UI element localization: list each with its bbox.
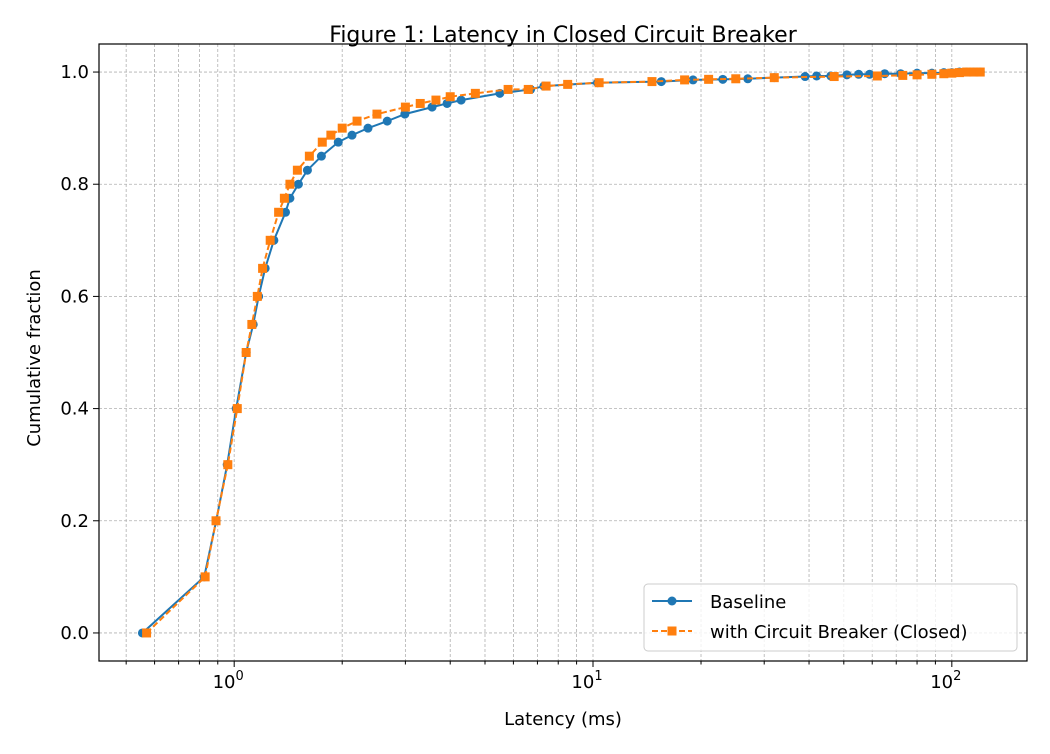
legend-box [643, 583, 1018, 652]
data-point [252, 291, 262, 301]
data-point [281, 207, 291, 217]
data-point [829, 72, 839, 82]
data-point [427, 102, 437, 112]
data-point [241, 348, 251, 357]
data-point [927, 69, 937, 79]
data-point [939, 69, 949, 79]
data-point [333, 137, 343, 147]
data-point [142, 628, 152, 638]
data-point [317, 137, 327, 147]
data-point [912, 70, 922, 80]
legend-marker-circuit-breaker [667, 626, 677, 636]
x-tick-label: 102 [930, 669, 961, 693]
data-point [304, 151, 314, 161]
legend-label-baseline: Baseline [710, 592, 786, 613]
y-tick-label: 0.2 [60, 511, 89, 532]
data-point [872, 71, 882, 81]
data-point [854, 69, 864, 79]
data-point [292, 165, 302, 175]
data-point [223, 460, 233, 470]
data-point [372, 109, 382, 119]
data-point [541, 81, 551, 91]
series-baseline [137, 67, 985, 638]
data-point [316, 151, 326, 161]
data-point [382, 116, 392, 126]
data-point [279, 193, 289, 203]
data-point [232, 404, 242, 414]
data-point [563, 79, 573, 89]
data-point [647, 77, 657, 87]
data-point [265, 235, 275, 245]
axes: 100 101 102 0.0 0.2 0.4 0.6 0.8 1.0 [60, 62, 961, 693]
y-axis-label: Cumulative fraction [24, 269, 45, 447]
data-point [445, 92, 455, 102]
x-tick-label: 100 [213, 669, 244, 693]
data-point [211, 516, 221, 526]
data-point [258, 263, 268, 273]
data-point [962, 67, 972, 77]
y-tick-label: 0.4 [60, 399, 89, 420]
series-line [141, 71, 981, 634]
data-point [954, 68, 964, 78]
data-point [415, 98, 425, 108]
data-point [337, 123, 347, 133]
data-point [503, 84, 513, 94]
data-point [523, 84, 533, 94]
legend: Baseline with Circuit Breaker (Closed) [643, 583, 1018, 652]
plot-frame [98, 43, 1028, 662]
x-tick-label: 101 [571, 669, 602, 693]
data-point [400, 109, 410, 119]
series-circuit-breaker [142, 67, 985, 638]
x-axis-label: Latency (ms) [504, 709, 622, 730]
data-point [200, 572, 210, 582]
data-point [285, 179, 295, 189]
data-point [456, 95, 466, 105]
y-tick-label: 1.0 [60, 62, 89, 83]
data-point [352, 116, 362, 126]
data-point [470, 88, 480, 98]
data-point [293, 179, 303, 189]
data-point [812, 71, 822, 81]
data-point [865, 69, 875, 79]
data-point [302, 165, 312, 175]
data-point [326, 130, 336, 140]
data-point [969, 67, 979, 77]
data-point [274, 207, 284, 217]
data-point [431, 95, 441, 105]
y-tick-label: 0.6 [60, 286, 89, 307]
y-tick-label: 0.0 [60, 623, 89, 644]
data-point [731, 74, 741, 84]
data-point [400, 102, 410, 112]
data-point [680, 75, 690, 85]
data-point [769, 73, 779, 83]
series-layer [137, 67, 985, 638]
data-point [688, 75, 698, 85]
grid [99, 44, 1027, 661]
series-line [145, 71, 981, 634]
data-point [347, 130, 357, 140]
data-point [247, 319, 257, 329]
data-point [898, 70, 908, 80]
y-tick-label: 0.8 [60, 174, 89, 195]
data-point [594, 78, 604, 88]
data-point [704, 74, 714, 84]
data-point [363, 123, 373, 133]
data-point [947, 68, 957, 78]
data-point [975, 67, 985, 77]
legend-marker-baseline [667, 596, 677, 606]
data-point [842, 70, 852, 80]
legend-label-circuit-breaker: with Circuit Breaker (Closed) [710, 622, 968, 643]
